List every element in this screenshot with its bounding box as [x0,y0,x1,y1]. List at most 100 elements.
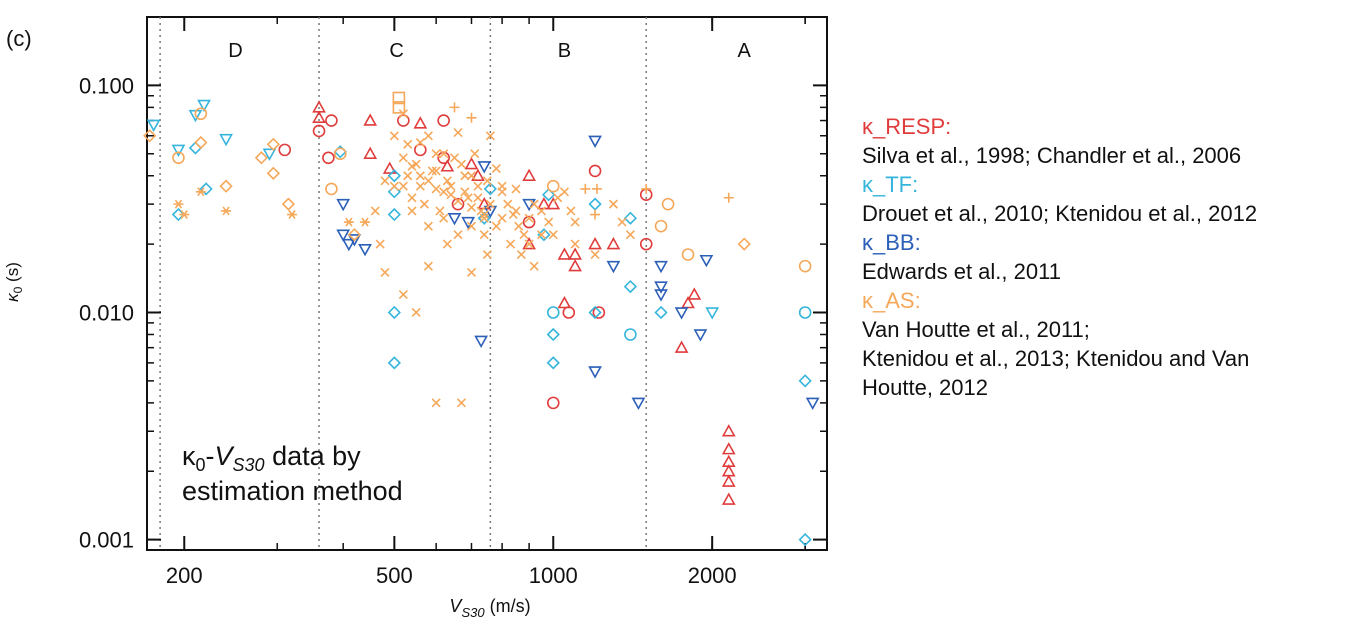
data-point-series-3 [194,135,208,150]
data-point-series-1 [798,532,812,547]
data-point-series-0 [687,287,702,300]
data-point-series-0 [413,116,428,129]
data-point-series-0 [588,164,602,178]
data-point-series-3 [333,147,347,161]
data-point-series-3 [281,197,296,211]
data-point-series-3 [435,206,445,216]
data-point-series-0 [312,100,326,113]
site-class-label: B [558,40,571,62]
data-point-series-3 [479,230,489,240]
data-point-series-0 [451,197,465,211]
data-point-series-0 [562,306,576,319]
data-point-series-2 [477,161,492,174]
data-point-series-3 [529,261,539,271]
data-point-series-1 [171,144,186,158]
data-point-series-3 [195,187,206,197]
data-point-series-2 [693,329,708,342]
data-point-series-3 [415,181,425,191]
data-point-series-3 [497,213,507,223]
data-point-series-1 [588,197,602,211]
data-point-series-1 [477,211,491,225]
data-point-series-3 [516,249,526,260]
data-point-series-3 [546,179,560,193]
data-point-series-3 [398,181,408,191]
data-point-series-3 [524,239,534,249]
data-point-series-2 [358,243,372,257]
data-point-series-3 [398,289,408,300]
data-point-series-3 [514,221,524,231]
data-point-series-3 [591,183,602,194]
data-point-series-3 [453,230,463,240]
data-point-series-1 [624,328,637,341]
data-point-series-3 [798,259,812,273]
data-point-series-0 [363,113,378,126]
data-point-series-0 [414,143,427,157]
legend-method-tf: κ_TF: [862,172,919,197]
data-point-series-3 [654,219,668,233]
data-point-series-0 [322,151,335,165]
data-point-series-3 [466,221,477,231]
data-point-series-2 [654,260,668,274]
data-point-series-1 [387,169,401,183]
data-point-series-3 [431,166,441,176]
site-class-label: A [738,40,752,62]
data-point-series-3 [380,267,390,278]
data-point-series-3 [423,261,433,271]
data-point-series-3 [511,184,521,194]
data-point-series-3 [266,137,281,151]
data-point-series-3 [497,181,507,191]
data-point-series-3 [485,131,495,141]
method-legend: κ_RESP: Silva et al., 1998; Chandler et … [862,112,1257,402]
y-tick-label: 0.100 [79,73,134,98]
data-point-series-3 [536,206,547,216]
data-point-series-1 [199,182,213,196]
data-point-series-3 [375,239,385,249]
data-point-series-3 [456,398,467,408]
data-point-series-0 [464,156,479,170]
data-point-series-0 [639,237,653,251]
data-point-series-3 [482,249,492,260]
data-point-series-3 [415,171,425,181]
data-point-series-0 [546,396,560,410]
legend-refs-tf: Drouet et al., 2010; Ktenidou et al., 20… [862,201,1258,226]
data-point-series-3 [449,153,460,163]
data-point-series-3 [439,213,449,223]
data-point-series-0 [721,474,736,487]
data-point-series-3 [325,182,338,196]
data-point-series-2 [341,238,356,252]
legend-refs-bb: Edwards et al., 2011 [862,259,1061,284]
data-point-series-3 [221,206,232,216]
data-point-series-3 [570,239,580,249]
data-point-series-3 [503,199,513,209]
data-point-series-2 [588,135,602,148]
data-point-series-2 [654,289,668,302]
data-point-series-2 [606,260,621,274]
data-point-series-3 [473,181,483,191]
data-point-series-3 [219,179,233,193]
data-point-series-3 [287,210,298,219]
data-point-series-3 [423,131,433,141]
data-point-series-1 [483,182,497,196]
data-point-series-3 [360,217,371,227]
legend-refs-resp: Silva et al., 1998; Chandler et al., 200… [862,143,1242,168]
x-tick-label: 1000 [529,563,578,588]
data-point-series-1 [588,305,602,320]
data-point-series-1 [546,306,560,319]
data-point-series-3 [482,176,492,186]
data-point-series-2 [631,397,646,411]
legend-refs-as-3: Houtte, 2012 [862,375,988,400]
data-point-series-3 [449,102,460,113]
data-point-series-3 [544,217,554,227]
data-point-series-3 [580,183,591,194]
data-point-series-2 [588,366,602,379]
data-point-series-3 [566,206,576,216]
legend-method-resp: κ_RESP: [862,114,952,139]
data-point-series-3 [608,199,618,209]
data-point-series-1 [387,185,401,199]
data-point-series-3 [370,206,380,216]
data-point-series-0 [721,464,736,477]
data-point-series-0 [588,236,602,250]
data-point-series-3 [570,217,580,227]
data-point-series-0 [674,340,689,353]
data-point-series-3 [254,151,269,165]
